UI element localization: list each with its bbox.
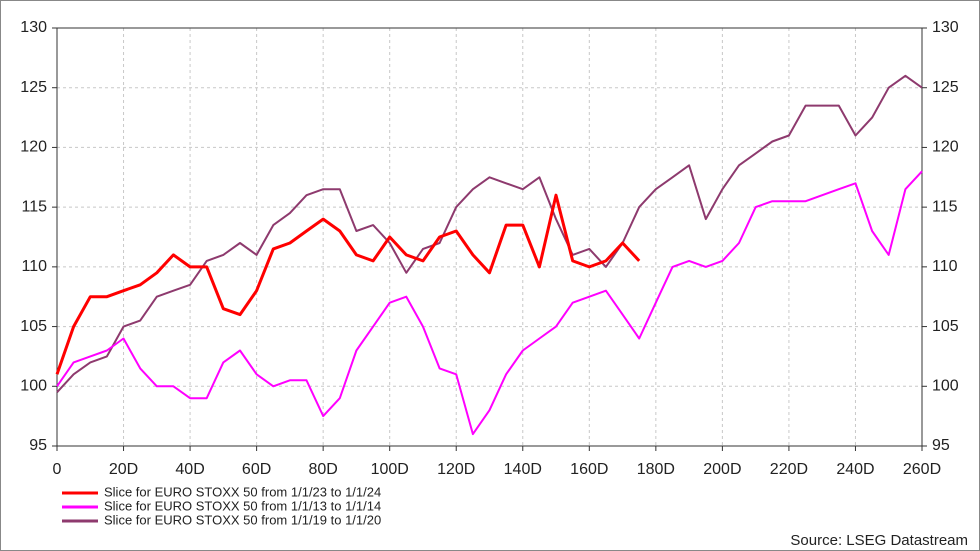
- x-tick-label: 220D: [770, 461, 808, 478]
- y-tick-label: 130: [20, 19, 47, 36]
- x-tick-label: 60D: [242, 461, 271, 478]
- y-tick-label: 110: [21, 258, 47, 275]
- legend-label: Slice for EURO STOXX 50 from 1/1/19 to 1…: [104, 512, 381, 527]
- y2-tick-label: 105: [932, 318, 959, 335]
- legend: Slice for EURO STOXX 50 from 1/1/23 to 1…: [62, 484, 381, 527]
- x-tick-label: 100D: [371, 461, 409, 478]
- x-tick-label: 40D: [175, 461, 204, 478]
- x-tick-label: 180D: [637, 461, 675, 478]
- y-tick-label: 95: [29, 437, 47, 454]
- x-tick-label: 120D: [437, 461, 475, 478]
- x-tick-label: 140D: [504, 461, 542, 478]
- y2-tick-label: 120: [932, 139, 959, 156]
- x-tick-label: 200D: [703, 461, 741, 478]
- series-line: [56, 74, 923, 393]
- plot-frame: [56, 27, 923, 447]
- y-tick-label: 120: [20, 139, 47, 156]
- legend-label: Slice for EURO STOXX 50 from 1/1/23 to 1…: [104, 484, 381, 499]
- x-tick-label: 240D: [836, 461, 874, 478]
- series-line: [55, 193, 641, 375]
- y2-tick-label: 130: [932, 19, 959, 36]
- axes: 95 95 100 100 105 105 110 110 115 115 120 120 125 125…: [20, 19, 959, 478]
- y-tick-label: 125: [20, 79, 47, 96]
- y2-tick-label: 110: [932, 258, 958, 275]
- lines: [55, 74, 923, 436]
- legend-label: Slice for EURO STOXX 50 from 1/1/13 to 1…: [104, 498, 381, 513]
- y-tick-label: 115: [21, 198, 47, 215]
- source: Source: LSEG Datastream: [790, 532, 968, 549]
- y2-tick-label: 100: [932, 378, 959, 395]
- x-tick-label: 0: [53, 461, 62, 478]
- y2-tick-label: 125: [932, 79, 959, 96]
- y2-tick-label: 115: [932, 198, 958, 215]
- y-tick-label: 100: [20, 378, 47, 395]
- series-line: [56, 170, 923, 436]
- y2-tick-label: 95: [932, 437, 950, 454]
- x-tick-label: 260D: [903, 461, 941, 478]
- x-tick-label: 160D: [570, 461, 608, 478]
- x-tick-label: 20D: [109, 461, 138, 478]
- x-tick-label: 80D: [308, 461, 337, 478]
- y-tick-label: 105: [20, 318, 47, 335]
